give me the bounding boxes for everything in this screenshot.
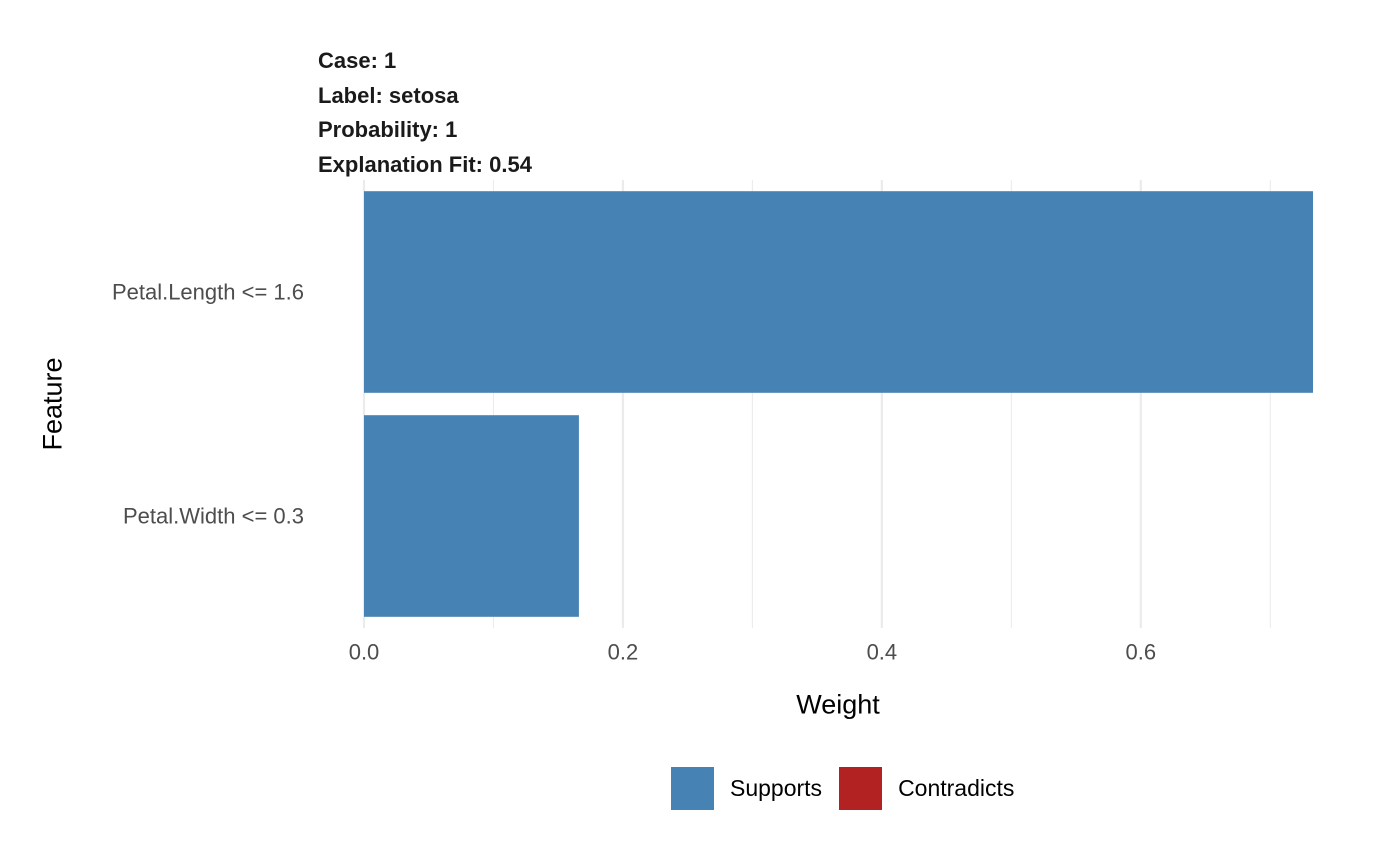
probability-text: Probability: 1 <box>318 117 458 142</box>
bar-0 <box>364 191 1313 393</box>
y-tick-labels: Petal.Length <= 1.6 Petal.Width <= 0.3 <box>112 280 304 529</box>
legend-item-supports: Supports <box>671 767 822 810</box>
legend-key-supports <box>671 767 714 810</box>
legend-label-contradicts: Contradicts <box>898 775 1015 801</box>
x-tick-label-2: 0.4 <box>867 640 898 665</box>
y-axis-title: Feature <box>37 357 68 451</box>
case-text: Case: 1 <box>318 48 397 73</box>
legend: Supports Contradicts <box>671 767 1031 810</box>
x-axis-title: Weight <box>796 689 880 720</box>
legend-item-contradicts: Contradicts <box>839 767 1014 810</box>
legend-key-contradicts <box>839 767 883 810</box>
y-tick-label-1: Petal.Width <= 0.3 <box>123 504 304 529</box>
chart-header: Case: 1 Label: setosa Probability: 1 Exp… <box>318 44 532 182</box>
x-tick-labels: 0.0 0.2 0.4 0.6 <box>349 640 1156 665</box>
x-tick-label-3: 0.6 <box>1126 640 1157 665</box>
x-tick-label-0: 0.0 <box>349 640 380 665</box>
y-tick-label-0: Petal.Length <= 1.6 <box>112 280 304 305</box>
legend-label-supports: Supports <box>730 775 823 801</box>
x-tick-label-1: 0.2 <box>608 640 639 665</box>
bar-1 <box>364 415 579 617</box>
label-text: Label: setosa <box>318 82 459 108</box>
bars <box>364 191 1313 617</box>
explanation-fit-text: Explanation Fit: 0.54 <box>318 151 532 177</box>
